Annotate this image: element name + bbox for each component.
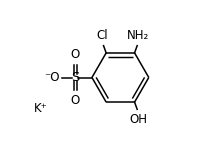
Text: OH: OH	[129, 113, 147, 126]
Text: O: O	[70, 94, 80, 107]
Text: S: S	[71, 71, 79, 84]
Text: Cl: Cl	[97, 29, 108, 42]
Text: O: O	[70, 48, 80, 61]
Text: K⁺: K⁺	[34, 102, 47, 115]
Text: ⁻O: ⁻O	[44, 71, 59, 84]
Text: NH₂: NH₂	[127, 29, 150, 42]
